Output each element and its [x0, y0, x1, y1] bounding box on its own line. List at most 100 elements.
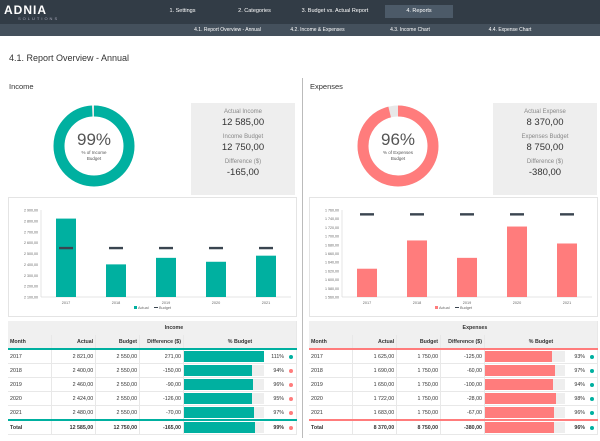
- sub-nav-bar: 4.1. Report Overview - Annual 4.2. Incom…: [0, 24, 600, 36]
- pct-bar: [183, 393, 253, 404]
- status-dot-icon: [288, 396, 293, 401]
- table-cell: -70,00: [139, 405, 184, 421]
- y-tick-label: 2 800,00: [24, 219, 38, 223]
- table-cell: 12 585,00: [51, 420, 97, 435]
- status-dot-icon: [589, 382, 594, 387]
- actual-bar: [106, 264, 126, 297]
- status-dot-icon: [589, 368, 594, 373]
- table-row: 2020 1 722,00 1 750,00 -28,00 98%: [309, 391, 599, 406]
- nav-reports[interactable]: 4. Reports: [385, 5, 453, 18]
- tab-report-overview[interactable]: 4.1. Report Overview - Annual: [194, 27, 261, 33]
- table-cell: 2 550,00: [95, 363, 141, 378]
- donut-fill: [357, 105, 439, 187]
- nav-settings[interactable]: 1. Settings: [169, 8, 196, 14]
- kpi-label: Actual Income: [223, 109, 263, 115]
- table-cell: 2018: [309, 363, 354, 378]
- x-tick-label: 2020: [212, 301, 220, 305]
- column-header: Month: [8, 335, 53, 349]
- table-row: 2018 2 400,00 2 550,00 -150,00 94%: [8, 363, 298, 378]
- y-tick-label: 1 660,00: [325, 252, 339, 256]
- legend-budget-swatch: [455, 307, 459, 308]
- y-tick-label: 1 640,00: [325, 261, 339, 265]
- table-cell: -150,00: [139, 363, 184, 378]
- table-cell: 2019: [8, 377, 53, 392]
- table-cell: 1 690,00: [352, 363, 398, 378]
- budget-marker: [259, 246, 273, 250]
- pct-bar: [484, 365, 555, 376]
- status-dot-icon: [288, 425, 293, 430]
- table-row: 2019 2 460,00 2 550,00 -90,00 96%: [8, 377, 298, 392]
- table-row: 2018 1 690,00 1 750,00 -60,00 97%: [309, 363, 599, 378]
- table-cell: 2020: [309, 391, 354, 406]
- pct-budget-cell: 94%: [183, 363, 298, 378]
- expenses-kpi-panel: Actual Expense 8 370,00 Expenses Budget …: [493, 103, 597, 195]
- y-tick-label: 2 700,00: [24, 230, 38, 234]
- table-cell: -100,00: [440, 377, 485, 392]
- table-cell: 2017: [309, 349, 354, 364]
- logo-subtitle: SOLUTIONS: [18, 16, 60, 21]
- logo: ADNIA: [4, 3, 47, 17]
- pct-budget-cell: 96%: [484, 405, 599, 421]
- pct-value: 97%: [273, 409, 284, 416]
- table-cell: 2021: [309, 405, 354, 421]
- table-cell: 2 460,00: [51, 377, 97, 392]
- legend-actual-swatch: [435, 306, 438, 309]
- nav-budget-report[interactable]: 3. Budget vs. Actual Report: [301, 8, 369, 14]
- kpi-value: 8 370,00: [526, 117, 564, 128]
- pct-bar: [183, 379, 254, 390]
- status-dot-icon: [589, 425, 594, 430]
- donut-fill: [53, 105, 135, 187]
- pct-budget-cell: 97%: [183, 405, 298, 421]
- table-cell: 1 750,00: [396, 363, 442, 378]
- status-dot-icon: [589, 354, 594, 359]
- table-row: 2017 1 625,00 1 750,00 -125,00 93%: [309, 349, 599, 364]
- tab-income-expenses[interactable]: 4.2. Income & Expenses: [290, 27, 345, 33]
- table-cell: 2018: [8, 363, 53, 378]
- table-cell: -126,00: [139, 391, 184, 406]
- status-dot-icon: [288, 354, 293, 359]
- income-table: Income Month Actual Budget Difference ($)% B…: [8, 321, 298, 435]
- budget-marker: [109, 246, 123, 250]
- pct-bar: [484, 393, 556, 404]
- table-cell: -60,00: [440, 363, 485, 378]
- income-section-title: Income: [9, 82, 34, 91]
- tab-income-chart[interactable]: 4.3. Income Chart: [390, 27, 430, 33]
- table-cell: 12 750,00: [95, 420, 141, 435]
- nav-categories[interactable]: 2. Categories: [238, 8, 271, 14]
- column-header: Actual: [51, 335, 97, 349]
- legend-actual-swatch: [134, 306, 137, 309]
- column-header: Difference ($): [139, 335, 184, 349]
- expenses-section-title: Expenses: [310, 82, 343, 91]
- pct-budget-cell: 96%: [183, 377, 298, 392]
- y-tick-label: 2 900,00: [24, 209, 38, 213]
- table-cell: 2019: [309, 377, 354, 392]
- kpi-label: Income Budget: [222, 134, 264, 140]
- total-row: Total 12 585,00 12 750,00 -165,00 99%: [8, 420, 298, 435]
- y-tick-label: 1 560,00: [325, 296, 339, 300]
- pct-bar: [484, 379, 553, 390]
- budget-marker: [360, 213, 374, 216]
- actual-bar: [507, 226, 527, 297]
- table-cell: 2 821,00: [51, 349, 97, 364]
- kpi-label: Difference ($): [526, 159, 564, 165]
- income-chart: 2 100,00 2 200,00 2 300,00 2 400,00 2 500,00…: [8, 197, 297, 317]
- expenses-donut: 96% % of Expenses Budget: [356, 104, 440, 188]
- table-row: 2021 1 683,00 1 750,00 -67,00 96%: [309, 405, 599, 421]
- actual-bar: [156, 257, 176, 297]
- kpi-label: Expenses Budget: [521, 134, 569, 140]
- table-cell: 2021: [8, 405, 53, 421]
- y-tick-label: 2 400,00: [24, 263, 38, 267]
- pct-budget-cell: 95%: [183, 391, 298, 406]
- pct-value: 96%: [574, 424, 585, 431]
- status-dot-icon: [288, 410, 293, 415]
- actual-bar: [457, 257, 477, 297]
- legend-budget-swatch: [154, 307, 158, 308]
- y-tick-label: 1 760,00: [325, 209, 339, 213]
- pct-value: 93%: [574, 353, 585, 360]
- table-cell: -125,00: [440, 349, 485, 364]
- actual-bar: [56, 218, 76, 297]
- y-tick-label: 2 200,00: [24, 285, 38, 289]
- tab-expense-chart[interactable]: 4.4. Expense Chart: [488, 27, 532, 33]
- legend-actual: Actual: [138, 306, 149, 310]
- pct-budget-cell: 99%: [183, 420, 298, 435]
